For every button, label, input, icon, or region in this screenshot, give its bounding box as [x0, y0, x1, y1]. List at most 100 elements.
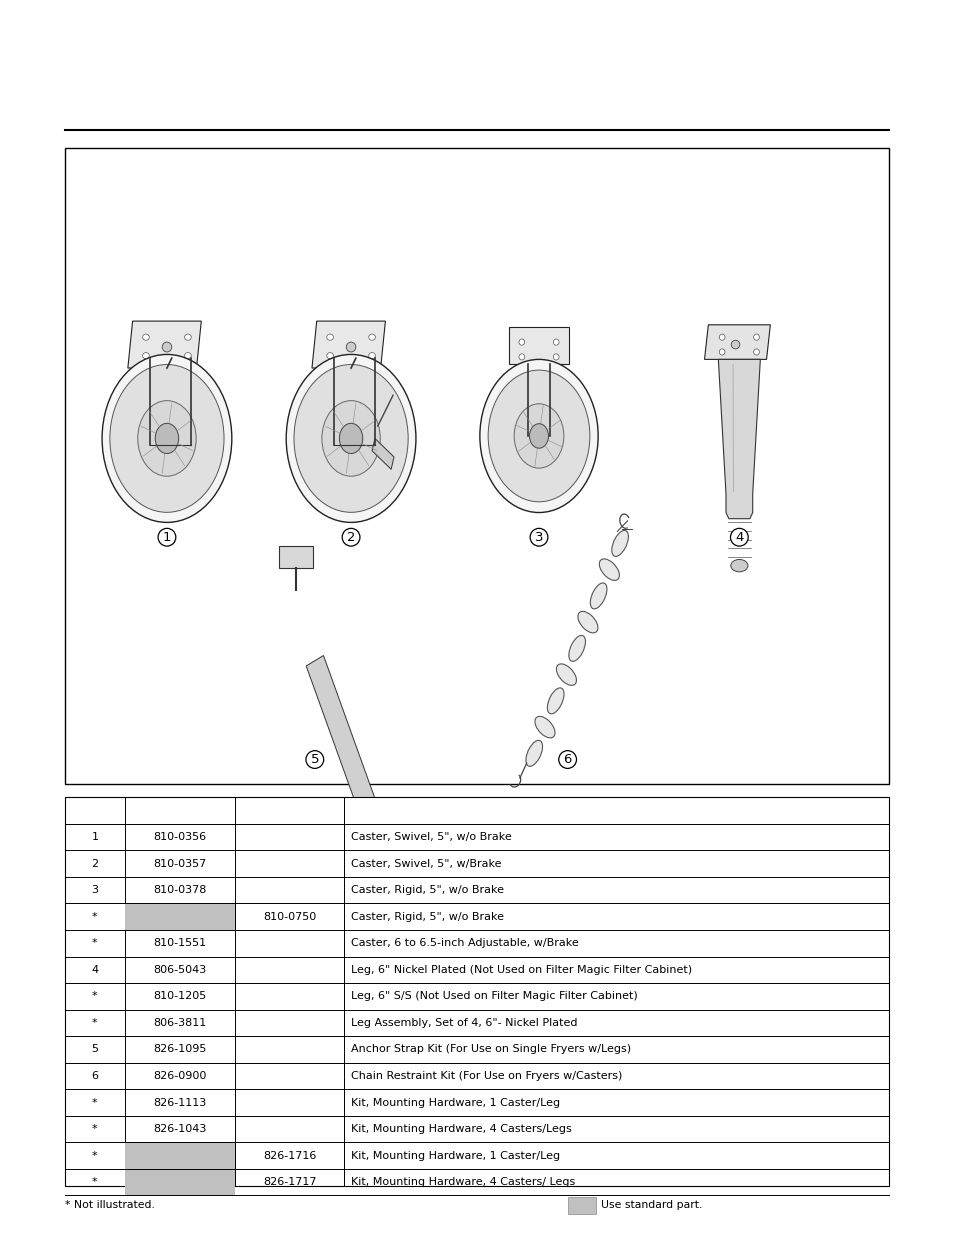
- Ellipse shape: [529, 424, 548, 448]
- Polygon shape: [312, 321, 385, 368]
- Text: 806-3811: 806-3811: [153, 1018, 206, 1028]
- Ellipse shape: [611, 530, 628, 557]
- Ellipse shape: [578, 611, 598, 632]
- Text: *: *: [92, 911, 97, 921]
- Text: 826-1095: 826-1095: [153, 1045, 206, 1055]
- Text: *: *: [92, 1151, 97, 1161]
- Text: Kit, Mounting Hardware, 1 Caster/Leg: Kit, Mounting Hardware, 1 Caster/Leg: [351, 1151, 559, 1161]
- Ellipse shape: [294, 364, 408, 513]
- Ellipse shape: [719, 348, 724, 356]
- Bar: [278, 546, 313, 568]
- Text: *: *: [92, 992, 97, 1002]
- Text: 810-0356: 810-0356: [153, 832, 206, 842]
- Text: Caster, Swivel, 5", w/o Brake: Caster, Swivel, 5", w/o Brake: [351, 832, 512, 842]
- Ellipse shape: [321, 400, 380, 477]
- Ellipse shape: [155, 424, 178, 453]
- Text: 4: 4: [91, 965, 98, 974]
- Ellipse shape: [368, 335, 375, 340]
- Text: 5: 5: [311, 753, 318, 766]
- Ellipse shape: [730, 559, 747, 572]
- Text: Caster, Rigid, 5", w/o Brake: Caster, Rigid, 5", w/o Brake: [351, 885, 503, 895]
- Text: 806-5043: 806-5043: [153, 965, 206, 974]
- Bar: [125, 1142, 234, 1168]
- Ellipse shape: [368, 353, 375, 359]
- Ellipse shape: [730, 341, 740, 350]
- Polygon shape: [509, 327, 568, 364]
- Ellipse shape: [346, 342, 355, 352]
- Ellipse shape: [143, 353, 149, 359]
- Polygon shape: [379, 847, 414, 874]
- Ellipse shape: [568, 635, 585, 662]
- Ellipse shape: [553, 340, 558, 346]
- Ellipse shape: [518, 354, 524, 361]
- Ellipse shape: [525, 740, 542, 767]
- Text: 3: 3: [535, 531, 542, 543]
- Text: 810-0378: 810-0378: [153, 885, 206, 895]
- Ellipse shape: [488, 370, 589, 501]
- Bar: [567, 1197, 596, 1214]
- Text: Kit, Mounting Hardware, 4 Casters/Legs: Kit, Mounting Hardware, 4 Casters/Legs: [351, 1124, 571, 1134]
- Ellipse shape: [326, 353, 334, 359]
- Ellipse shape: [753, 335, 759, 340]
- Polygon shape: [306, 656, 395, 867]
- Text: 6: 6: [91, 1071, 98, 1081]
- Text: Chain Restraint Kit (For Use on Fryers w/Casters): Chain Restraint Kit (For Use on Fryers w…: [351, 1071, 621, 1081]
- Polygon shape: [372, 438, 394, 469]
- Ellipse shape: [102, 354, 232, 522]
- Bar: [65, 148, 888, 784]
- Ellipse shape: [535, 716, 555, 737]
- Text: Caster, 6 to 6.5-inch Adjustable, w/Brake: Caster, 6 to 6.5-inch Adjustable, w/Brak…: [351, 939, 578, 948]
- Text: 810-1205: 810-1205: [153, 992, 206, 1002]
- Polygon shape: [128, 321, 201, 368]
- Ellipse shape: [184, 335, 191, 340]
- Ellipse shape: [143, 335, 149, 340]
- Ellipse shape: [518, 340, 524, 346]
- Text: 826-1043: 826-1043: [153, 1124, 206, 1134]
- Bar: [125, 904, 234, 930]
- Text: 2: 2: [91, 858, 98, 868]
- Text: Caster, Swivel, 5", w/Brake: Caster, Swivel, 5", w/Brake: [351, 858, 501, 868]
- Ellipse shape: [590, 583, 606, 609]
- Text: 1: 1: [91, 832, 98, 842]
- Ellipse shape: [598, 559, 618, 580]
- Polygon shape: [703, 325, 770, 359]
- Ellipse shape: [556, 664, 576, 685]
- Ellipse shape: [110, 364, 224, 513]
- Text: Leg, 6" S/S (Not Used on Filter Magic Filter Cabinet): Leg, 6" S/S (Not Used on Filter Magic Fi…: [351, 992, 638, 1002]
- Text: 826-1717: 826-1717: [262, 1177, 316, 1187]
- Polygon shape: [718, 359, 760, 519]
- Ellipse shape: [286, 354, 416, 522]
- Ellipse shape: [719, 335, 724, 340]
- Text: Kit, Mounting Hardware, 1 Caster/Leg: Kit, Mounting Hardware, 1 Caster/Leg: [351, 1098, 559, 1108]
- Text: *: *: [92, 1177, 97, 1187]
- Text: *: *: [92, 1018, 97, 1028]
- Text: 4: 4: [735, 531, 742, 543]
- Ellipse shape: [162, 342, 172, 352]
- Ellipse shape: [479, 359, 598, 513]
- Text: *: *: [92, 1098, 97, 1108]
- Text: * Not illustrated.: * Not illustrated.: [65, 1200, 154, 1210]
- Text: 1: 1: [163, 531, 171, 543]
- Text: Use standard part.: Use standard part.: [600, 1200, 701, 1210]
- Bar: [125, 1168, 234, 1195]
- Text: 810-1551: 810-1551: [153, 939, 206, 948]
- Ellipse shape: [184, 353, 191, 359]
- Text: Kit, Mounting Hardware, 4 Casters/ Legs: Kit, Mounting Hardware, 4 Casters/ Legs: [351, 1177, 575, 1187]
- Ellipse shape: [553, 354, 558, 361]
- Bar: [65, 797, 888, 1186]
- Text: Leg, 6" Nickel Plated (Not Used on Filter Magic Filter Cabinet): Leg, 6" Nickel Plated (Not Used on Filte…: [351, 965, 692, 974]
- Text: Caster, Rigid, 5", w/o Brake: Caster, Rigid, 5", w/o Brake: [351, 911, 503, 921]
- Text: *: *: [92, 939, 97, 948]
- Text: 826-1716: 826-1716: [263, 1151, 315, 1161]
- Text: Anchor Strap Kit (For Use on Single Fryers w/Legs): Anchor Strap Kit (For Use on Single Frye…: [351, 1045, 631, 1055]
- Ellipse shape: [547, 688, 563, 714]
- Text: 6: 6: [563, 753, 571, 766]
- Ellipse shape: [326, 335, 334, 340]
- Ellipse shape: [339, 424, 362, 453]
- Text: *: *: [92, 1124, 97, 1134]
- Text: 810-0750: 810-0750: [263, 911, 315, 921]
- Text: 826-0900: 826-0900: [153, 1071, 206, 1081]
- Ellipse shape: [137, 400, 196, 477]
- Text: Leg Assembly, Set of 4, 6"- Nickel Plated: Leg Assembly, Set of 4, 6"- Nickel Plate…: [351, 1018, 577, 1028]
- Text: 2: 2: [347, 531, 355, 543]
